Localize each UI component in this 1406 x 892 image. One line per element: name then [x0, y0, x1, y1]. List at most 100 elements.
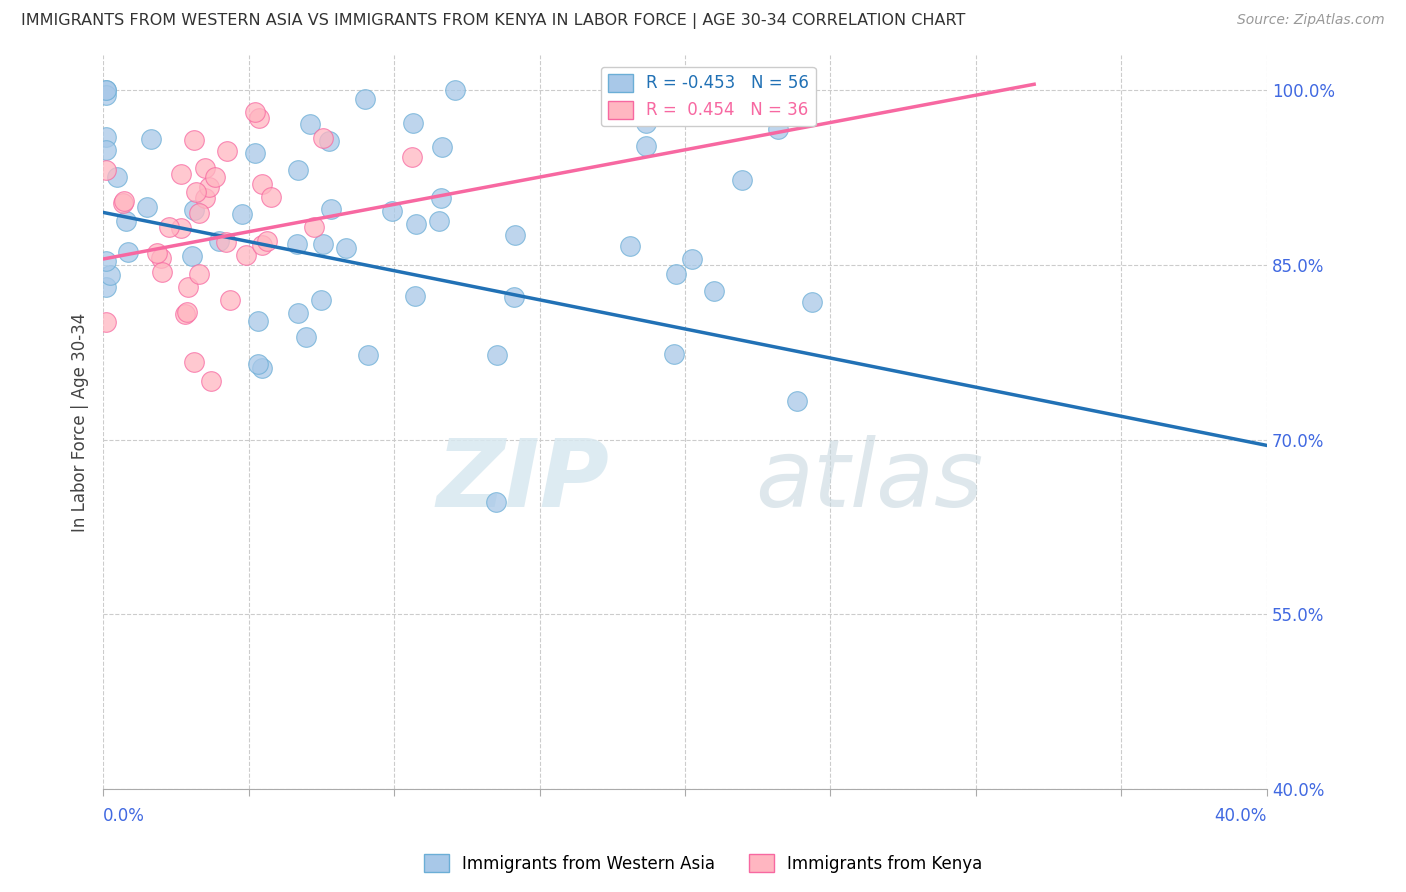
Point: [94, 315, 117, 329]
Point: [215, 235, 238, 249]
Text: 0.0%: 0.0%: [103, 806, 145, 824]
Point: [94, 280, 117, 294]
Point: [285, 236, 308, 251]
Point: [94, 87, 117, 102]
Point: [183, 355, 205, 369]
Point: [287, 306, 309, 320]
Point: [183, 203, 205, 218]
Point: [115, 213, 138, 227]
Point: [294, 330, 316, 344]
Point: [485, 495, 508, 509]
Point: [194, 161, 217, 175]
Point: [198, 180, 221, 194]
Legend: R = -0.453   N = 56, R =  0.454   N = 36: R = -0.453 N = 56, R = 0.454 N = 36: [600, 67, 815, 126]
Point: [636, 116, 658, 130]
Point: [180, 249, 202, 263]
Point: [112, 196, 135, 211]
Point: [665, 268, 688, 282]
Point: [149, 251, 172, 265]
Point: [139, 132, 162, 146]
Point: [287, 163, 309, 178]
Point: [176, 305, 198, 319]
Point: [246, 357, 269, 371]
Point: [432, 140, 454, 154]
Point: [634, 139, 657, 153]
Point: [404, 288, 426, 302]
Point: [136, 201, 159, 215]
Point: [312, 236, 335, 251]
Point: [177, 280, 200, 294]
Point: [94, 83, 117, 97]
Point: [662, 346, 685, 360]
Point: [402, 116, 425, 130]
Point: [247, 314, 270, 328]
Point: [98, 268, 121, 282]
Point: [215, 145, 238, 159]
Point: [405, 217, 427, 231]
Point: [250, 177, 273, 191]
Point: [485, 348, 508, 362]
Point: [703, 284, 725, 298]
Point: [105, 170, 128, 185]
Point: [250, 360, 273, 375]
Point: [256, 234, 278, 248]
Point: [380, 204, 402, 219]
Point: [401, 150, 423, 164]
Point: [208, 235, 231, 249]
Point: [299, 117, 322, 131]
Point: [318, 134, 340, 148]
Point: [235, 248, 257, 262]
Point: [801, 295, 824, 310]
Point: [150, 264, 173, 278]
Point: [681, 252, 703, 266]
Legend: Immigrants from Western Asia, Immigrants from Kenya: Immigrants from Western Asia, Immigrants…: [418, 847, 988, 880]
Point: [112, 194, 135, 209]
Point: [231, 207, 253, 221]
Point: [117, 244, 139, 259]
Point: [187, 267, 209, 281]
Point: [505, 228, 527, 243]
Point: [619, 239, 641, 253]
Point: [430, 191, 453, 205]
Point: [146, 246, 169, 260]
Text: IMMIGRANTS FROM WESTERN ASIA VS IMMIGRANTS FROM KENYA IN LABOR FORCE | AGE 30-34: IMMIGRANTS FROM WESTERN ASIA VS IMMIGRAN…: [21, 13, 966, 29]
Point: [186, 185, 208, 199]
Point: [335, 242, 357, 256]
Text: 40.0%: 40.0%: [1215, 806, 1267, 824]
Point: [94, 254, 117, 268]
Point: [245, 146, 267, 161]
Text: Source: ZipAtlas.com: Source: ZipAtlas.com: [1237, 13, 1385, 28]
Point: [174, 307, 197, 321]
Point: [302, 220, 325, 235]
Point: [204, 170, 226, 185]
Point: [157, 220, 180, 235]
Point: [357, 348, 380, 362]
Text: ZIP: ZIP: [436, 435, 609, 527]
Point: [260, 190, 283, 204]
Point: [170, 167, 193, 181]
Point: [427, 213, 450, 227]
Point: [219, 293, 242, 307]
Point: [312, 131, 335, 145]
Point: [188, 206, 211, 220]
Point: [247, 111, 270, 125]
Point: [94, 130, 117, 145]
Point: [354, 92, 377, 106]
Point: [786, 394, 808, 409]
Point: [183, 133, 205, 147]
Point: [443, 83, 465, 97]
Point: [768, 121, 790, 136]
Point: [200, 375, 222, 389]
Point: [502, 290, 524, 304]
Point: [170, 221, 193, 235]
Point: [250, 237, 273, 252]
Point: [309, 293, 332, 307]
Text: atlas: atlas: [755, 435, 983, 526]
Point: [94, 143, 117, 157]
Point: [319, 202, 342, 216]
Point: [194, 191, 217, 205]
Point: [731, 173, 754, 187]
Point: [245, 104, 267, 119]
Point: [94, 83, 117, 97]
Y-axis label: In Labor Force | Age 30-34: In Labor Force | Age 30-34: [72, 312, 89, 532]
